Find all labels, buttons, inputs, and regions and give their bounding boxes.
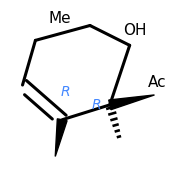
Text: R: R [92, 98, 102, 112]
Polygon shape [109, 95, 155, 110]
Text: OH: OH [123, 23, 146, 38]
Text: Me: Me [49, 11, 72, 26]
Polygon shape [55, 119, 67, 156]
Text: R: R [60, 85, 70, 99]
Text: Ac: Ac [148, 75, 166, 90]
